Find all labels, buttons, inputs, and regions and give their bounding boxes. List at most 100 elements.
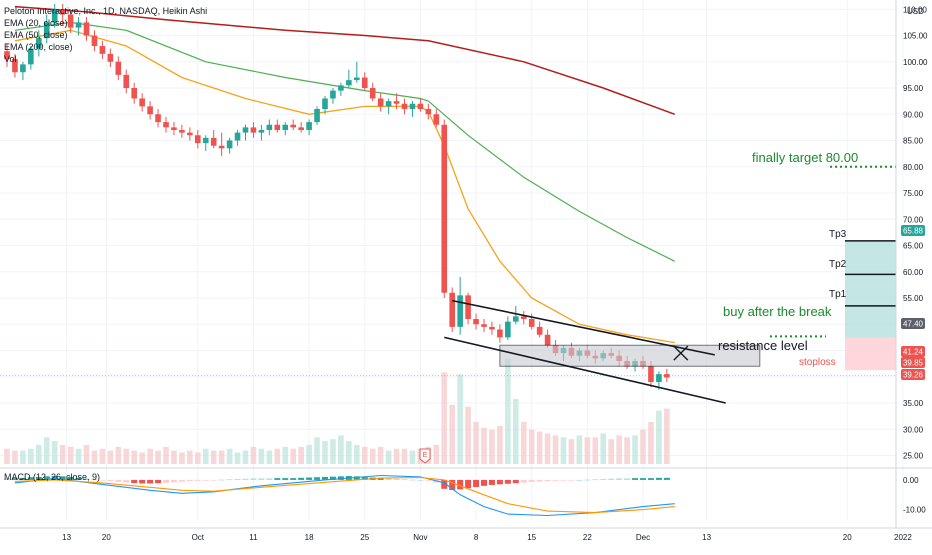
time-tick: 13: [702, 533, 711, 542]
drawings: [419, 165, 896, 464]
volume-bar: [560, 437, 567, 464]
target-badge: [901, 225, 925, 236]
volume-bar: [640, 429, 646, 464]
macd-histogram-bar: [234, 479, 241, 480]
buy-note-text[interactable]: buy after the break: [723, 304, 832, 319]
legend-macd[interactable]: MACD (12, 26, close, 9): [4, 472, 100, 482]
earnings-marker-label[interactable]: E: [423, 452, 428, 459]
macd-histogram-bar: [107, 479, 114, 482]
price-tick: 85.00: [903, 137, 924, 146]
final-target-text[interactable]: finally target 80.00: [752, 150, 858, 165]
tp2-label[interactable]: Tp2: [829, 259, 847, 270]
volume-bar: [361, 446, 368, 464]
volume-bar: [330, 439, 336, 464]
volume-bar: [258, 448, 265, 464]
volume-bar: [338, 435, 344, 464]
volume-bar: [592, 437, 599, 464]
candle-body: [417, 103, 424, 109]
macd-histogram-bar: [496, 479, 503, 485]
candle-body: [648, 366, 654, 382]
macd-histogram-bar: [139, 479, 146, 484]
candle-body: [544, 334, 551, 346]
macd-histogram-bar: [544, 479, 551, 482]
volume-bar: [441, 372, 448, 464]
volume-bar: [568, 439, 575, 464]
legend-vol[interactable]: Vol: [4, 54, 17, 64]
macd-histogram-bar: [75, 477, 82, 480]
candle-body: [290, 124, 296, 128]
volume-bar: [600, 433, 607, 464]
legend-symbol[interactable]: Peloton Interactive, Inc., 1D, NASDAQ, H…: [4, 6, 207, 16]
candle-body: [28, 48, 34, 65]
candle-body: [234, 132, 241, 141]
stoploss-text[interactable]: stoploss: [799, 357, 836, 368]
volume-bar: [536, 431, 543, 464]
volume-bar: [377, 446, 384, 464]
volume-bar: [433, 444, 440, 464]
candle-body: [226, 140, 233, 149]
resistance-text[interactable]: resistance level: [718, 338, 808, 353]
macd-histogram-bar: [322, 476, 328, 480]
legend-ema50[interactable]: EMA (50, close): [4, 30, 68, 40]
candle-body: [314, 109, 320, 123]
volume-bar: [354, 444, 360, 464]
volume-bar: [314, 437, 320, 464]
volume-bar: [552, 435, 559, 464]
legend-ema20[interactable]: EMA (20, close): [4, 18, 68, 28]
last-price: 39.85: [903, 359, 924, 368]
macd-tick: -10.00: [903, 506, 926, 515]
volume-bar: [584, 437, 591, 464]
time-tick: 15: [527, 533, 536, 542]
macd-histogram-bar: [385, 478, 392, 480]
time-tick: 20: [102, 533, 111, 542]
tp3-label[interactable]: Tp3: [829, 229, 847, 240]
volume-bar: [75, 448, 82, 464]
volume-bar: [99, 448, 106, 464]
time-tick: 2022: [894, 533, 912, 542]
candle-body: [656, 374, 662, 382]
candle-body: [377, 98, 384, 107]
time-tick: 13: [62, 533, 71, 542]
candle-body: [266, 124, 273, 130]
macd-histogram-bar: [155, 479, 162, 484]
last-badge: [901, 357, 925, 368]
tp1-label[interactable]: Tp1: [829, 289, 847, 300]
candle-body: [330, 90, 336, 99]
macd-histogram-bar: [663, 477, 670, 480]
volume-bar: [163, 446, 169, 464]
macd-histogram-bar: [218, 479, 225, 481]
volume-bar: [107, 450, 114, 464]
macd-histogram-bar: [210, 479, 217, 481]
candle-body: [306, 122, 312, 130]
volume-bar: [242, 450, 249, 464]
volume-bar: [250, 446, 257, 464]
legend-ema200[interactable]: EMA (200, close): [4, 42, 73, 52]
volume-bar: [83, 444, 90, 464]
macd-histogram-bar: [576, 479, 583, 481]
candle-body: [91, 35, 98, 46]
volume-bar: [298, 446, 304, 464]
candle-body: [354, 77, 360, 81]
volume-bar: [473, 422, 479, 464]
macd-histogram-bar: [91, 479, 98, 481]
channel-lower: [444, 336, 726, 404]
candle-body: [361, 77, 368, 88]
volume-bar: [155, 450, 161, 464]
currency-label: USD: [907, 7, 924, 16]
volume-bars: [4, 359, 670, 464]
price-tick: 55.00: [903, 294, 924, 303]
entry-badge: [901, 318, 925, 329]
macd-histogram-bar: [592, 479, 599, 481]
candle-body: [99, 46, 106, 54]
macd-histogram-bar: [552, 479, 559, 481]
macd-histogram-bar: [608, 478, 615, 480]
macd-histogram-bar: [425, 479, 432, 481]
macd-histogram-bar: [616, 478, 623, 480]
macd-histogram-bar: [512, 479, 519, 484]
volume-bar: [59, 444, 66, 464]
volume-bar: [28, 448, 34, 464]
candle-body: [528, 319, 535, 327]
candle-body: [401, 103, 408, 109]
